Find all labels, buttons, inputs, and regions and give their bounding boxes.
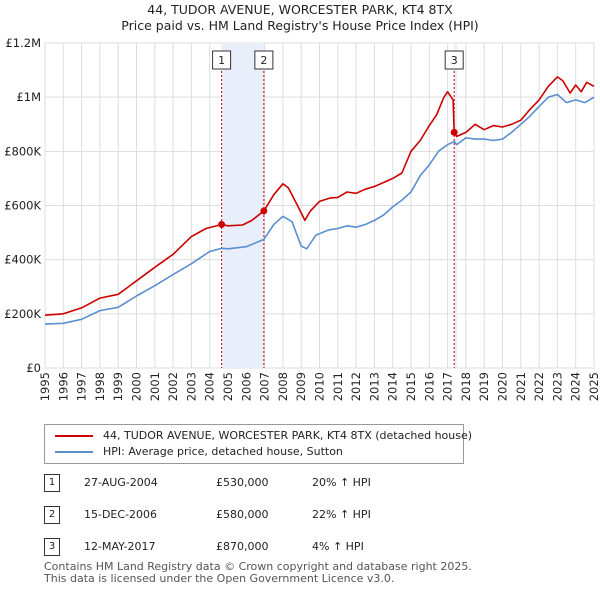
- transaction-price: £580,000: [216, 508, 269, 521]
- x-tick-label: 2019: [477, 372, 491, 401]
- transaction-badge: [254, 50, 274, 70]
- y-tick-label: £1.2M: [5, 36, 41, 50]
- transaction-hpi-diff: 20% ↑ HPI: [312, 476, 371, 489]
- x-tick-label: 2014: [386, 372, 400, 401]
- transaction-marker: [450, 128, 458, 136]
- x-tick-label: 2012: [349, 372, 363, 401]
- x-tick-label: 2022: [532, 372, 546, 401]
- x-tick-label: 2011: [331, 372, 345, 401]
- chart-title-block: 44, TUDOR AVENUE, WORCESTER PARK, KT4 8T…: [0, 2, 600, 34]
- transaction-hpi-diff: 4% ↑ HPI: [312, 540, 364, 553]
- chart-title: 44, TUDOR AVENUE, WORCESTER PARK, KT4 8T…: [147, 2, 453, 17]
- footer-copyright: Contains HM Land Registry data © Crown c…: [44, 560, 472, 573]
- legend-label-hpi: HPI: Average price, detached house, Sutt…: [103, 445, 343, 458]
- x-tick-label: 1999: [111, 372, 125, 401]
- x-tick-label: 2024: [569, 372, 583, 401]
- transaction-marker: [218, 220, 226, 228]
- transaction-date: 15-DEC-2006: [84, 508, 158, 521]
- transaction-number: 3: [44, 538, 60, 556]
- legend: 44, TUDOR AVENUE, WORCESTER PARK, KT4 8T…: [44, 424, 472, 464]
- x-tick-label: 2018: [459, 372, 473, 401]
- y-tick-label: £800K: [4, 144, 41, 158]
- transaction-price: £530,000: [216, 476, 269, 489]
- x-tick-label: 2002: [166, 372, 180, 401]
- x-tick-label: 2009: [294, 372, 308, 401]
- x-tick-label: 1998: [93, 372, 107, 401]
- hpi-line: [44, 93, 595, 325]
- y-tick-label: £1M: [16, 90, 41, 104]
- x-tick-label: 2015: [404, 372, 418, 401]
- transaction-badge: [212, 50, 232, 70]
- x-tick-label: 2005: [221, 372, 235, 401]
- x-tick-label: 2021: [514, 372, 528, 401]
- chart-subtitle: Price paid vs. HM Land Registry's House …: [121, 18, 479, 33]
- x-tick-label: 2017: [441, 372, 455, 401]
- transaction-marker: [260, 207, 268, 215]
- transaction-number: 2: [44, 506, 60, 524]
- transaction-date: 27-AUG-2004: [84, 476, 158, 489]
- x-tick-label: 2006: [239, 372, 253, 401]
- x-tick-label: 2020: [496, 372, 510, 401]
- transaction-badge-label: 3: [451, 54, 458, 67]
- x-tick-label: 2003: [184, 372, 198, 401]
- transaction-badge-label: 1: [218, 54, 225, 67]
- x-tick-label: 2010: [313, 372, 327, 401]
- x-tick-label: 2016: [422, 372, 436, 401]
- transaction-badge-label: 2: [260, 54, 267, 67]
- legend-label-property: 44, TUDOR AVENUE, WORCESTER PARK, KT4 8T…: [103, 429, 473, 442]
- y-tick-label: £200K: [4, 307, 41, 321]
- y-tick-label: £600K: [4, 199, 41, 213]
- x-tick-label: 2004: [203, 372, 217, 401]
- x-tick-label: 1996: [56, 372, 70, 401]
- legend-swatch-property: [55, 435, 93, 437]
- y-tick-label: £400K: [4, 253, 41, 267]
- x-tick-label: 2023: [550, 372, 564, 401]
- y-tick-label: £0: [26, 361, 41, 375]
- transaction-hpi-diff: 22% ↑ HPI: [312, 508, 371, 521]
- ownership-shade: [221, 43, 264, 368]
- transaction-badge: [444, 50, 464, 70]
- x-tick-label: 2008: [276, 372, 290, 401]
- footer-licence: This data is licensed under the Open Gov…: [44, 572, 395, 585]
- x-tick-label: 2025: [587, 372, 600, 401]
- x-tick-label: 2001: [148, 372, 162, 401]
- transaction-price: £870,000: [216, 540, 269, 553]
- x-tick-label: 2013: [367, 372, 381, 401]
- price-chart: 1 2 3 £0 £200K £400K £600K £800K £1M £1.2M 1995 1…: [4, 36, 600, 401]
- x-tick-label: 2000: [130, 372, 144, 401]
- x-tick-label: 1995: [38, 372, 52, 401]
- transaction-number: 1: [44, 474, 60, 492]
- x-tick-label: 2007: [258, 372, 272, 401]
- ownership-shade: [454, 43, 458, 368]
- x-tick-label: 1997: [75, 372, 89, 401]
- footer: Contains HM Land Registry data © Crown c…: [44, 561, 472, 585]
- legend-swatch-hpi: [55, 451, 93, 453]
- property-price-line: [44, 76, 595, 316]
- transaction-date: 12-MAY-2017: [84, 540, 156, 553]
